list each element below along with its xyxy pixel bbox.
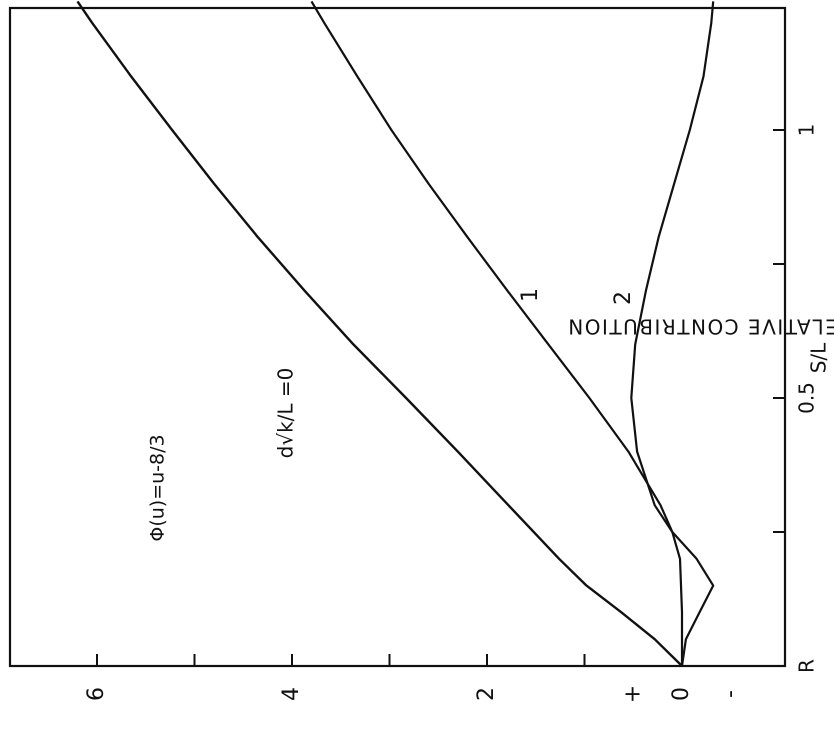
- sl-tick-label: 0.5: [795, 382, 819, 414]
- series-label-3: 2: [611, 291, 636, 305]
- sl-tick-label: R: [795, 659, 819, 673]
- annotation-phi: Φ(u)=u-8/3: [147, 434, 169, 541]
- minus-sign-label: -: [718, 690, 743, 698]
- x-axis-title: S/L: [807, 342, 831, 373]
- labels: 0 2 4 6 + - R 0.5 1 S/L RELATIVE CONTRIBUTION d√k/L…: [84, 124, 834, 704]
- plus-sign-label: +: [620, 685, 645, 703]
- series-line-2: [310, 0, 684, 666]
- value-tick-label: 0: [669, 687, 694, 701]
- sl-tick-label: 1: [795, 124, 819, 137]
- series-label-1: d√k/L =0: [274, 368, 298, 459]
- data-series: [76, 0, 715, 667]
- value-tick-label: 6: [84, 687, 109, 701]
- value-tick-label: 4: [279, 687, 304, 701]
- series-line-1: [76, 0, 683, 667]
- series-line-3: [630, 1, 715, 667]
- series-label-2: 1: [518, 288, 543, 302]
- value-tick-label: 2: [474, 687, 499, 701]
- plot-frame: [8, 6, 787, 668]
- y-axis-title: RELATIVE CONTRIBUTION: [567, 315, 834, 339]
